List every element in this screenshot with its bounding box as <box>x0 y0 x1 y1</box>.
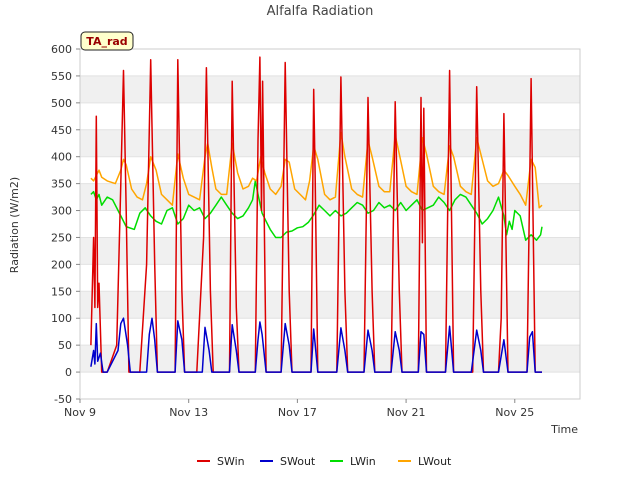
background-band <box>80 129 580 157</box>
y-tick-label: 200 <box>51 258 72 271</box>
ta-rad-tag-box <box>80 31 134 51</box>
background-band <box>80 75 580 103</box>
x-tick-label: Nov 9 <box>64 406 96 419</box>
y-tick-label: 250 <box>51 231 72 244</box>
plot-area-frame <box>79 48 581 400</box>
series-layer <box>90 56 543 373</box>
plot-background-bands <box>80 75 580 373</box>
y-axis-ticks: -50 0 50 100 150 200 250 300 350 400 450 500 550 600 <box>51 43 80 406</box>
y-tick-label: 450 <box>51 124 72 137</box>
y-tick-label: 300 <box>51 205 72 218</box>
x-tick-label: Nov 13 <box>169 406 208 419</box>
series-line-swin <box>90 56 542 373</box>
legend: SWin SWout LWin LWout <box>197 455 452 468</box>
x-tick-label: Nov 25 <box>495 406 534 419</box>
legend-label-lwin: LWin <box>350 455 376 468</box>
y-tick-label: 150 <box>51 285 72 298</box>
legend-label-lwout: LWout <box>418 455 452 468</box>
x-tick-label: Nov 21 <box>387 406 426 419</box>
x-axis-ticks: Nov 9 Nov 13 Nov 17 Nov 21 Nov 25 <box>64 399 534 419</box>
ta-rad-tag: TA_rad <box>80 31 134 51</box>
y-tick-label: 500 <box>51 97 72 110</box>
y-tick-label: 400 <box>51 151 72 164</box>
ta-rad-tag-label: TA_rad <box>86 35 127 48</box>
y-tick-label: 50 <box>58 339 72 352</box>
y-tick-label: 550 <box>51 70 72 83</box>
background-band <box>80 291 580 319</box>
series-line-swout <box>90 317 542 373</box>
x-tick-label: Nov 17 <box>278 406 317 419</box>
legend-label-swin: SWin <box>217 455 245 468</box>
series-line-lwin <box>90 180 543 241</box>
y-tick-label: 100 <box>51 312 72 325</box>
chart-title: Alfalfa Radiation <box>267 4 374 19</box>
series-line-lwout <box>90 131 543 209</box>
y-tick-label: 0 <box>65 366 72 379</box>
x-axis-title: Time <box>550 423 578 436</box>
y-tick-label: 350 <box>51 178 72 191</box>
y-tick-label: -50 <box>54 393 72 406</box>
background-band <box>80 345 580 373</box>
legend-label-swout: SWout <box>280 455 316 468</box>
y-tick-label: 600 <box>51 43 72 56</box>
y-axis-title: Radiation (W/m2) <box>8 177 21 273</box>
background-band <box>80 237 580 265</box>
